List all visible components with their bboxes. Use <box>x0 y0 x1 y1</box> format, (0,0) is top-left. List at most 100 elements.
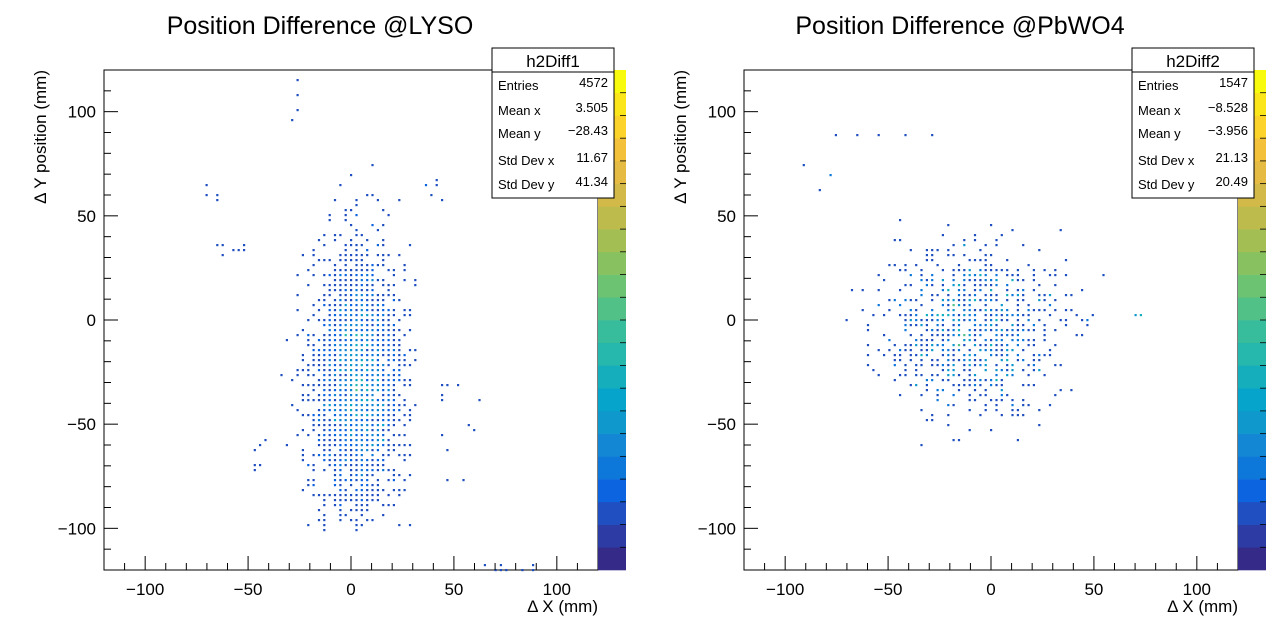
heatmap-bin <box>883 279 886 282</box>
heatmap-bin <box>1000 304 1003 307</box>
heatmap-bin <box>376 424 379 427</box>
heatmap-bin <box>1016 359 1019 362</box>
heatmap-bin <box>360 409 363 412</box>
heatmap-bin <box>355 379 358 382</box>
heatmap-bin <box>947 354 950 357</box>
heatmap-bin <box>968 374 971 377</box>
heatmap-bin <box>872 314 875 317</box>
heatmap-bin <box>339 304 342 307</box>
heatmap-bin <box>947 349 950 352</box>
heatmap-bin <box>339 269 342 272</box>
heatmap-bin <box>344 219 347 222</box>
heatmap-bin <box>414 404 417 407</box>
heatmap-bin <box>909 344 912 347</box>
heatmap-bin <box>339 314 342 317</box>
heatmap-bin <box>344 349 347 352</box>
heatmap-bin <box>947 369 950 372</box>
heatmap-bin <box>355 479 358 482</box>
heatmap-bin <box>323 459 326 462</box>
heatmap-bin <box>366 314 369 317</box>
heatmap-bin <box>344 259 347 262</box>
heatmap-bin <box>355 389 358 392</box>
heatmap-bin <box>382 389 385 392</box>
heatmap-bin <box>952 384 955 387</box>
heatmap-bin <box>957 319 961 322</box>
heatmap-bin <box>382 424 385 427</box>
heatmap-bin <box>936 334 939 337</box>
heatmap-bin <box>382 209 385 212</box>
heatmap-bin <box>323 244 326 247</box>
heatmap-bin <box>371 384 374 387</box>
heatmap-bin <box>328 354 331 357</box>
heatmap-bin <box>1022 294 1025 297</box>
heatmap-bin <box>323 349 326 352</box>
heatmap-bin <box>317 414 321 417</box>
heatmap-bin <box>979 384 982 387</box>
heatmap-bin <box>408 329 412 332</box>
heatmap-bin <box>382 294 385 297</box>
heatmap-bin <box>1006 319 1009 322</box>
heatmap-bin <box>952 324 955 327</box>
heatmap-bin <box>376 344 379 347</box>
heatmap-bin <box>366 504 369 507</box>
heatmap-bin <box>323 284 326 287</box>
heatmap-bin <box>333 289 337 292</box>
heatmap-bin <box>957 264 961 267</box>
heatmap-bin <box>952 254 955 257</box>
heatmap-bin <box>979 344 982 347</box>
heatmap-bin <box>1000 309 1003 312</box>
heatmap-bin <box>328 349 331 352</box>
heatmap-bin <box>392 414 395 417</box>
heatmap-bin <box>296 309 299 312</box>
heatmap-bin <box>856 134 859 137</box>
heatmap-bin <box>307 369 310 372</box>
heatmap-bin <box>350 319 353 322</box>
heatmap-bin <box>355 434 358 437</box>
colorbar-segment <box>1238 342 1266 366</box>
heatmap-bin <box>441 199 444 202</box>
heatmap-bin <box>973 314 977 317</box>
heatmap-bin <box>387 454 390 457</box>
heatmap-bin <box>979 359 982 362</box>
heatmap-bin <box>371 454 374 457</box>
heatmap-bin <box>957 299 961 302</box>
heatmap-bin <box>995 244 998 247</box>
heatmap-bin <box>323 514 326 517</box>
heatmap-bin <box>360 354 363 357</box>
heatmap-bin <box>355 444 358 447</box>
heatmap-bin <box>829 174 832 177</box>
heatmap-bin <box>995 369 998 372</box>
heatmap-bin <box>392 294 395 297</box>
colorbar-segment <box>1238 206 1266 230</box>
heatmap-bin <box>339 354 342 357</box>
heatmap-bin <box>243 249 246 252</box>
heatmap-bin <box>403 309 406 312</box>
x-tick-label: 0 <box>986 580 995 599</box>
heatmap-bin <box>360 474 363 477</box>
heatmap-bin <box>941 339 944 342</box>
heatmap-bins <box>802 134 1142 447</box>
heatmap-bin <box>920 359 923 362</box>
heatmap-bin <box>382 279 385 282</box>
heatmap-bin <box>990 294 993 297</box>
heatmap-bin <box>323 469 326 472</box>
heatmap-bin <box>435 184 438 187</box>
heatmap-bin <box>350 409 353 412</box>
heatmap-bin <box>963 294 966 297</box>
heatmap-bin <box>360 509 363 512</box>
heatmap-bin <box>1038 319 1041 322</box>
heatmap-bin <box>957 374 961 377</box>
colorbar-segment <box>1238 547 1266 571</box>
heatmap-bin <box>333 414 337 417</box>
heatmap-bin <box>350 474 353 477</box>
heatmap-bin <box>333 399 337 402</box>
heatmap-bin <box>941 299 944 302</box>
heatmap-bin <box>408 454 412 457</box>
heatmap-bin <box>333 199 337 202</box>
heatmap-bin <box>915 354 918 357</box>
heatmap-bin <box>909 349 912 352</box>
heatmap-bin <box>1091 314 1094 317</box>
heatmap-bin <box>984 274 987 277</box>
heatmap-bin <box>392 434 395 437</box>
heatmap-bin <box>995 294 998 297</box>
